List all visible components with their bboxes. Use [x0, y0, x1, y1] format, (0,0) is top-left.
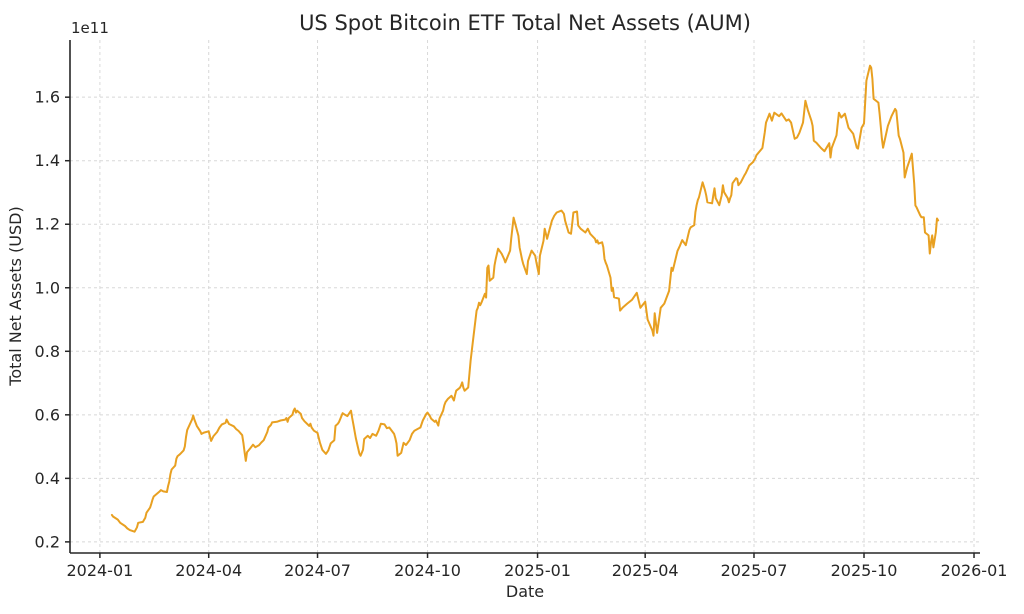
y-tick-label: 0.4: [35, 469, 60, 488]
axes-spines: [69, 40, 980, 554]
y-tick-label: 0.2: [35, 532, 60, 551]
y-tick-label: 1.2: [35, 215, 60, 234]
y-axis-label: Total Net Assets (USD): [6, 206, 25, 386]
series-group: [110, 64, 940, 533]
aum-line: [110, 64, 940, 533]
chart-title: US Spot Bitcoin ETF Total Net Assets (AU…: [299, 11, 751, 35]
x-tick-label: 2024-04: [175, 561, 242, 580]
y-tick-label: 1.6: [35, 88, 60, 107]
y-offset-label: 1e11: [71, 19, 109, 37]
x-tick-label: 2025-07: [721, 561, 788, 580]
y-tick-label: 1.0: [35, 278, 60, 297]
grid: [70, 40, 980, 553]
x-tick-label: 2026-01: [941, 561, 1008, 580]
x-tick-label: 2024-07: [284, 561, 351, 580]
y-tick-label: 1.4: [35, 151, 60, 170]
axes-ticks: 0.2 0.4 0.6 0.8 1.0 1.2 1.4 1.6 2024-01 2024-04 20…: [35, 88, 1008, 580]
y-tick-label: 0.8: [35, 342, 60, 361]
x-tick-label: 2025-01: [504, 561, 571, 580]
y-tick-label: 0.6: [35, 405, 60, 424]
x-tick-label: 2024-10: [394, 561, 461, 580]
x-tick-label: 2025-10: [831, 561, 898, 580]
x-tick-label: 2025-04: [612, 561, 679, 580]
x-tick-label: 2024-01: [66, 561, 133, 580]
x-axis-label: Date: [506, 582, 544, 601]
